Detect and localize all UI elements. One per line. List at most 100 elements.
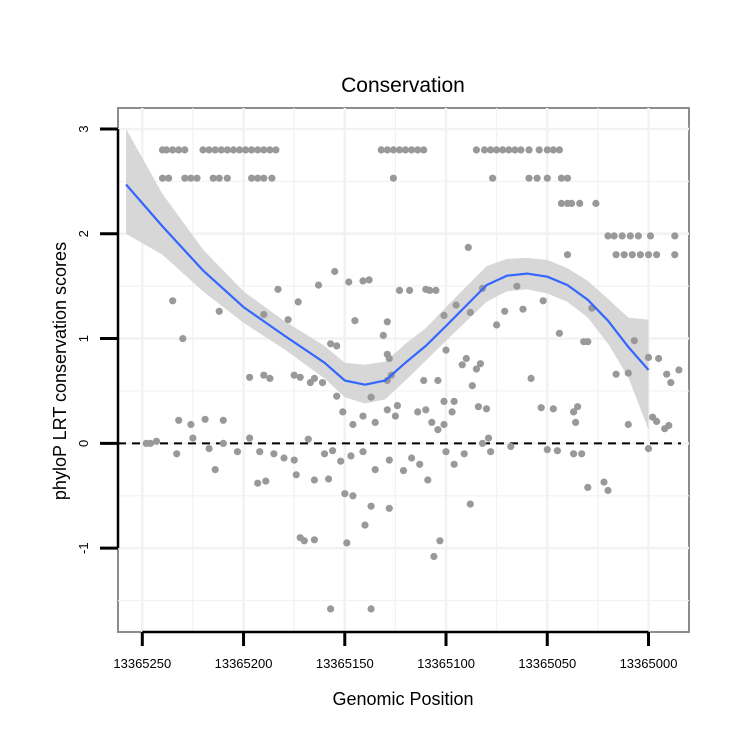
data-point — [578, 450, 586, 458]
data-point — [211, 466, 219, 474]
data-point — [367, 502, 375, 510]
data-point — [235, 146, 244, 154]
data-point — [333, 342, 341, 350]
data-point — [555, 146, 564, 154]
data-point — [359, 448, 367, 456]
data-point — [480, 146, 489, 154]
data-point — [671, 232, 679, 240]
data-point — [229, 146, 237, 154]
data-point — [519, 305, 527, 313]
data-point — [187, 420, 195, 429]
data-point — [507, 442, 515, 451]
data-point — [416, 460, 424, 468]
data-point — [233, 448, 242, 456]
axes: 13365250 13365200 13365150 13365100 13365050… — [76, 125, 677, 671]
data-point — [349, 492, 357, 500]
data-point — [499, 146, 507, 154]
data-point — [260, 146, 268, 154]
data-point — [262, 477, 270, 485]
data-point — [209, 174, 217, 182]
data-point — [408, 454, 416, 462]
data-point — [624, 420, 632, 429]
data-point — [215, 307, 223, 315]
data-point — [424, 476, 432, 484]
data-point — [393, 402, 401, 410]
data-point — [383, 376, 391, 385]
data-point — [310, 536, 318, 544]
data-point — [665, 421, 673, 430]
data-point — [600, 478, 608, 486]
data-point — [181, 174, 189, 182]
data-point — [489, 174, 497, 182]
data-point — [401, 146, 410, 154]
data-point — [440, 397, 448, 405]
data-point — [385, 504, 393, 512]
data-point — [219, 439, 227, 447]
data-point — [466, 308, 474, 316]
data-point — [219, 416, 227, 424]
data-point — [430, 552, 438, 561]
data-point — [395, 146, 404, 154]
data-point — [525, 146, 533, 154]
data-point — [655, 354, 663, 363]
data-point — [448, 408, 456, 416]
x-tick-label: 13365050 — [518, 656, 576, 671]
data-point — [604, 232, 612, 240]
data-point — [383, 406, 391, 414]
data-point — [175, 146, 183, 154]
data-point — [254, 479, 262, 487]
data-point — [644, 251, 653, 259]
data-point — [472, 365, 480, 373]
data-point — [525, 174, 533, 182]
data-point — [345, 278, 353, 286]
data-point — [341, 490, 349, 498]
data-point — [318, 379, 327, 387]
data-point — [367, 393, 375, 401]
data-point — [549, 146, 557, 154]
data-point — [296, 534, 304, 542]
data-point — [450, 397, 458, 405]
data-point — [539, 297, 547, 305]
data-point — [333, 392, 341, 400]
data-point — [450, 460, 458, 468]
data-point — [347, 452, 355, 460]
data-point — [646, 232, 655, 240]
x-tick-label: 13365150 — [316, 656, 374, 671]
data-point — [549, 405, 557, 413]
confidence-band — [126, 129, 649, 430]
data-point — [294, 298, 302, 306]
data-point — [592, 199, 600, 207]
data-point — [493, 321, 501, 329]
data-point — [630, 337, 638, 345]
data-point — [572, 418, 580, 426]
data-point — [570, 408, 578, 416]
data-point — [152, 437, 161, 445]
data-point — [391, 412, 399, 420]
data-point — [436, 537, 444, 545]
data-point — [543, 174, 551, 182]
data-point — [256, 448, 264, 456]
data-point — [349, 420, 357, 429]
data-point — [636, 251, 645, 259]
data-point — [527, 374, 535, 382]
data-point — [290, 371, 298, 379]
data-point — [379, 331, 387, 339]
data-point — [248, 146, 256, 154]
data-point — [474, 403, 482, 411]
data-point — [563, 251, 572, 259]
data-point — [442, 346, 450, 354]
data-point — [260, 174, 268, 182]
data-point — [187, 174, 195, 182]
data-point — [626, 232, 634, 240]
data-point — [667, 379, 675, 387]
data-point — [339, 408, 347, 416]
data-point — [663, 370, 671, 378]
data-point — [296, 373, 304, 381]
data-point — [464, 243, 472, 251]
data-point — [434, 376, 442, 385]
data-point — [612, 370, 620, 378]
data-point — [246, 373, 254, 381]
data-point — [254, 174, 262, 182]
data-point — [385, 354, 393, 363]
